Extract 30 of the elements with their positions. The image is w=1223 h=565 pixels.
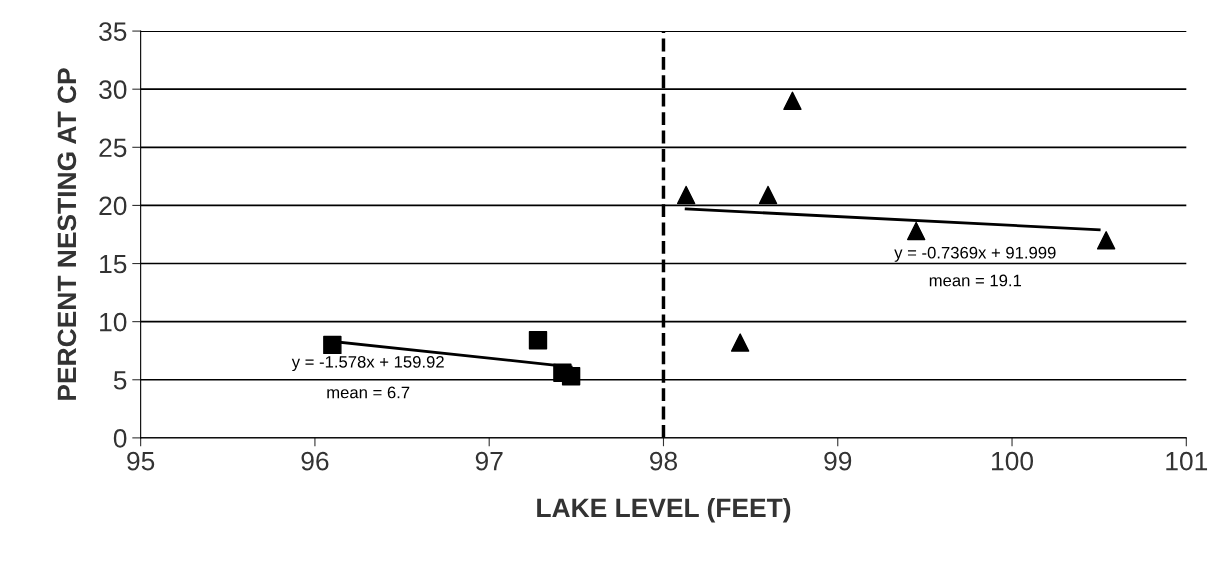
x-tick-label: 96: [301, 451, 329, 471]
x-tick-label: 100: [992, 451, 1034, 471]
x-tick-label: 95: [127, 451, 155, 471]
y-axis-title: PERCENT NESTING AT CP: [57, 68, 77, 400]
x-tick-label: 99: [824, 451, 852, 471]
x-tick-label: 97: [475, 451, 503, 471]
y-tick-label: 25: [99, 138, 127, 158]
y-tick-label: 35: [99, 22, 127, 41]
y-tick-label: 20: [99, 196, 127, 216]
point: [730, 333, 750, 352]
point: [906, 221, 926, 241]
x-tick-label: 98: [650, 451, 678, 471]
annotation: mean = 19.1: [929, 274, 1022, 287]
y-tick-label: 5: [113, 371, 127, 390]
point: [323, 335, 342, 355]
y-tick-label: 30: [99, 80, 127, 100]
y-tick-label: 10: [100, 312, 127, 332]
point: [783, 91, 802, 111]
point: [528, 331, 548, 350]
annotation: y = -0.7369x + 91.999: [894, 246, 1056, 262]
point: [1096, 231, 1116, 250]
point: [561, 367, 581, 386]
x-tick-label: 101: [1166, 451, 1208, 471]
y-tick-label: 0: [113, 429, 127, 448]
point: [758, 185, 778, 205]
x-axis-title: LAKE LEVEL (FEET): [537, 497, 791, 523]
annotation: mean = 6.7: [327, 386, 410, 399]
point: [676, 185, 696, 205]
annotation: y = -1.578x + 159.92: [291, 355, 444, 372]
y-tick-label: 15: [100, 254, 127, 274]
